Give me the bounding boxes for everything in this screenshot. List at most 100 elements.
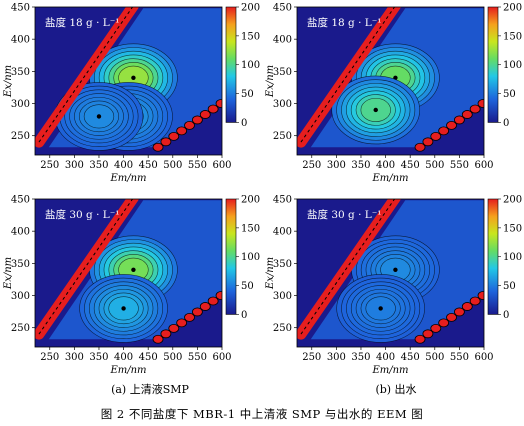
y-tick-label: 400	[11, 227, 30, 238]
y-tick-label: 400	[11, 35, 30, 46]
peak-marker	[131, 75, 136, 80]
x-tick-label: 600	[474, 160, 493, 171]
second-order-scatter-point	[160, 329, 172, 339]
y-tick-label: 250	[273, 131, 292, 142]
second-order-scatter-point	[461, 302, 473, 311]
y-axis-label: Ex/nm	[3, 257, 14, 290]
peak-marker	[131, 267, 136, 272]
x-tick-label: 250	[40, 352, 59, 363]
colorbar-tick-label: 150	[503, 31, 522, 42]
x-tick-label: 450	[139, 160, 158, 171]
colorbar-tick-label: 0	[503, 118, 509, 129]
x-tick-label: 450	[401, 160, 420, 171]
x-tick-label: 350	[351, 352, 370, 363]
second-order-scatter-point	[207, 104, 219, 114]
colorbar-tick-label: 150	[241, 31, 260, 42]
plot-area	[297, 199, 484, 347]
y-tick-label: 450	[273, 195, 292, 206]
second-order-scatter-point	[453, 307, 465, 317]
x-tick-label: 600	[474, 352, 493, 363]
x-tick-label: 550	[188, 160, 207, 171]
second-order-scatter-point	[477, 291, 484, 300]
second-order-scatter-point	[152, 334, 164, 344]
x-tick-label: 550	[450, 352, 469, 363]
x-tick-label: 500	[425, 352, 444, 363]
rayleigh-scatter-edge	[300, 7, 396, 143]
y-axis-label: Ex/nm	[3, 65, 14, 98]
second-order-scatter-point	[199, 302, 211, 311]
second-order-scatter-point	[160, 137, 172, 147]
eem-panel-top-left: 250 300 350 400 450 500 550 600250300350400450E…	[3, 3, 260, 185]
second-order-scatter-point	[168, 131, 180, 141]
plot-frame	[34, 6, 223, 156]
y-tick-label: 350	[11, 67, 30, 78]
x-tick-label: 400	[114, 160, 133, 171]
plot-frame	[34, 198, 223, 348]
second-order-scatter-point	[176, 318, 188, 328]
x-tick-label: 350	[89, 352, 108, 363]
plot-area	[35, 199, 222, 347]
second-order-scatter-point	[461, 110, 473, 119]
rayleigh-scatter-edge	[38, 7, 134, 143]
x-tick-label: 400	[114, 352, 133, 363]
peak-marker	[373, 107, 378, 113]
second-order-scatter-point	[414, 142, 426, 152]
x-tick-label: 350	[351, 160, 370, 171]
second-order-scatter-point	[469, 296, 481, 306]
x-tick-label: 500	[163, 352, 182, 363]
y-tick-label: 400	[273, 227, 292, 238]
colorbar-tick-label: 0	[503, 310, 509, 321]
figure-caption: 图 2 不同盐度下 MBR-1 中上清液 SMP 与出水的 EEM 图	[101, 407, 424, 421]
colorbar-tick-label: 150	[503, 223, 522, 234]
second-order-scatter-point	[168, 323, 180, 333]
second-order-scatter-point	[191, 115, 203, 125]
subcaption-a: (a) 上清液SMP	[111, 382, 189, 396]
y-tick-label: 450	[273, 3, 292, 14]
colorbar-tick-label: 150	[241, 223, 260, 234]
colorbar-tick-label: 200	[241, 3, 260, 14]
y-tick-label: 450	[11, 195, 30, 206]
colorbar-tick-label: 50	[241, 89, 254, 100]
rayleigh-scatter-edge	[38, 199, 134, 335]
x-tick-label: 300	[65, 160, 84, 171]
colorbar	[487, 6, 499, 123]
colorbar	[225, 198, 237, 315]
x-axis-label: Em/nm	[109, 173, 146, 184]
x-tick-label: 400	[376, 352, 395, 363]
x-tick-label: 550	[188, 352, 207, 363]
x-axis-label: Em/nm	[371, 365, 408, 376]
salinity-annotation: 盐度 30 g · L⁻¹	[45, 208, 120, 221]
x-tick-label: 400	[376, 160, 395, 171]
peak-marker	[393, 267, 398, 272]
colorbar	[487, 198, 499, 315]
x-tick-label: 600	[212, 352, 231, 363]
second-order-scatter-point	[438, 318, 450, 328]
y-tick-label: 250	[11, 323, 30, 334]
peak-marker	[121, 306, 126, 311]
x-tick-label: 450	[401, 352, 420, 363]
y-tick-label: 350	[273, 67, 292, 78]
second-order-scatter-point	[191, 307, 203, 317]
x-tick-label: 350	[89, 160, 108, 171]
salinity-annotation: 盐度 18 g · L⁻¹	[307, 16, 382, 29]
second-order-scatter-point	[438, 126, 450, 136]
second-order-scatter-point	[176, 126, 188, 136]
x-tick-label: 300	[327, 160, 346, 171]
colorbar-tick-label: 200	[241, 195, 260, 206]
y-tick-label: 250	[11, 131, 30, 142]
colorbar-tick-label: 100	[241, 252, 260, 263]
second-order-scatter-point	[446, 121, 457, 130]
eem-panel-top-right: 250 300 350 400 450 500 550 600250300350400450E…	[265, 3, 522, 185]
subcaption-b: (b) 出水	[375, 382, 416, 396]
x-axis-label: Em/nm	[109, 365, 146, 376]
x-tick-label: 300	[65, 352, 84, 363]
eem-panel-bottom-left: 250 300 350 400 450 500 550 600250300350400450E…	[3, 195, 260, 377]
plot-area	[35, 7, 222, 155]
second-order-scatter-point	[414, 334, 426, 344]
colorbar-tick-label: 100	[241, 60, 260, 71]
x-tick-label: 450	[139, 352, 158, 363]
y-tick-label: 300	[273, 291, 292, 302]
second-order-scatter-point	[422, 329, 434, 339]
second-order-scatter-point	[207, 296, 219, 306]
